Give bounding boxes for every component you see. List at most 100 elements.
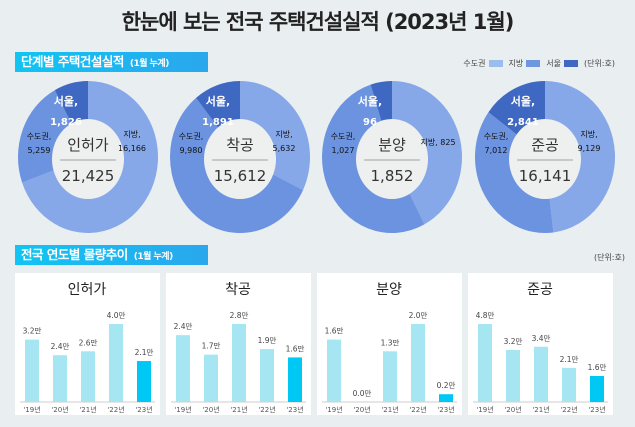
legend-item: 서울 — [546, 58, 578, 69]
slice-value-서울: 1,826 — [50, 117, 82, 128]
legend-item: 지방 — [509, 58, 541, 69]
bar — [534, 346, 548, 402]
donut-준공: 준공 16,141 서울, 2,841 수도권, 7,012 지방, 9,129 — [475, 81, 615, 233]
bar-value-label: 4.8만 — [476, 311, 495, 320]
slice-name-수도권: 수도권, — [484, 131, 509, 141]
bar-value-label: 0.0만 — [353, 389, 372, 398]
section-subtitle: (1월 누계) — [133, 252, 173, 262]
x-tick-label: '23년 — [135, 405, 152, 414]
donut-center-label: 인허가 — [67, 136, 109, 154]
bar-chart-title: 준공 — [527, 282, 553, 298]
slice-value-수도권: 5,259 — [28, 146, 51, 155]
donut-charts: 인허가 21,425 서울, 1,826 수도권, 5,259 지방, 16,166 착공 15,… — [17, 81, 615, 234]
bar-chart-svg: 인허가 3.2만 '19년 2.4만 '20년 2.6만 '21년 4.0만 '22년 2.1만 '… — [20, 282, 155, 414]
legend-label: 서울 — [546, 59, 561, 68]
section-title: 단계별 주택건설실적 — [21, 54, 124, 69]
bar-value-label: 1.6만 — [588, 363, 607, 372]
bar-chart-착공: 착공 2.4만 '19년 1.7만 '20년 2.8만 '21년 1.9만 '22년 1.6만 '2… — [166, 273, 311, 415]
slice-value-지방: 5,632 — [273, 144, 296, 153]
slice-value-지방: 16,166 — [118, 144, 146, 153]
slice-name-서울: 서울, — [358, 94, 382, 108]
bar — [478, 324, 492, 402]
bar — [204, 354, 218, 402]
bar — [81, 351, 95, 402]
bar-value-label: 2.8만 — [230, 311, 249, 320]
x-tick-label: '23년 — [588, 405, 605, 414]
donut-total: 15,612 — [214, 167, 267, 185]
x-tick-label: '19년 — [23, 405, 40, 414]
slice-name-서울: 서울, — [54, 94, 78, 108]
bar-value-label: 2.1만 — [135, 348, 154, 357]
unit-label: (단위:호) — [583, 59, 615, 68]
slice-value-서울: 96 — [363, 117, 377, 128]
slice-name-지방: 지방, — [123, 129, 140, 139]
donut-total: 16,141 — [519, 167, 572, 185]
slice-name-서울: 서울, — [511, 94, 535, 108]
bar — [260, 349, 274, 402]
bar-value-label: 2.1만 — [560, 355, 579, 364]
x-tick-label: '22년 — [258, 405, 275, 414]
bar-value-label: 1.6만 — [286, 344, 305, 353]
bar-value-label: 3.4만 — [532, 334, 551, 343]
donut-hole — [356, 119, 428, 199]
bar-value-label: 3.2만 — [504, 337, 523, 346]
x-tick-label: '21년 — [532, 405, 549, 414]
bar-value-label: 1.9만 — [258, 336, 277, 345]
x-tick-label: '21년 — [230, 405, 247, 414]
bar — [176, 335, 190, 402]
x-tick-label: '22년 — [409, 405, 426, 414]
donut-total: 21,425 — [62, 167, 115, 185]
bar — [109, 324, 123, 402]
donut-인허가: 인허가 21,425 서울, 1,826 수도권, 5,259 지방, 16,166 — [17, 81, 158, 233]
legend-swatch — [488, 60, 503, 67]
section-title: 전국 연도별 물량추이 — [21, 247, 128, 262]
bar — [53, 355, 67, 402]
donut-center-label: 착공 — [226, 136, 254, 154]
donut-hole — [204, 119, 276, 199]
legend-swatch — [526, 60, 541, 67]
bar — [590, 376, 604, 402]
donut-hole — [509, 119, 581, 199]
slice-value-수도권: 7,012 — [485, 146, 508, 155]
bar — [411, 324, 425, 402]
donut-center-label: 분양 — [378, 136, 406, 154]
bar-value-label: 2.0만 — [409, 311, 428, 320]
bar-value-label: 2.6만 — [79, 338, 98, 347]
bar-value-label: 2.4만 — [51, 342, 70, 351]
donut-hole — [52, 119, 124, 199]
x-tick-label: '22년 — [560, 405, 577, 414]
slice-name-수도권: 수도권, — [331, 131, 356, 141]
slice-value-수도권: 9,980 — [180, 146, 203, 155]
legend-swatch — [563, 60, 578, 67]
bar-value-label: 2.4만 — [174, 322, 193, 331]
bar-chart-title: 인허가 — [68, 282, 107, 298]
x-tick-label: '21년 — [381, 405, 398, 414]
slice-value-지방: 9,129 — [578, 144, 601, 153]
bar — [327, 339, 341, 402]
slice-name-수도권: 수도권, — [179, 131, 204, 141]
bar — [383, 351, 397, 402]
bar-chart-title: 착공 — [225, 282, 251, 298]
bar-chart-svg: 분양 1.6만 '19년 0.0만 '20년 1.3만 '21년 2.0만 '22년 0.2만 '2… — [322, 282, 457, 414]
page-title: 한눈에 보는 전국 주택건설실적 (2023년 1월) — [121, 10, 515, 34]
bar — [288, 357, 302, 402]
legend-label: 지방 — [508, 59, 524, 68]
slice-name-서울: 서울, — [206, 94, 230, 108]
bar-value-label: 4.0만 — [107, 311, 126, 320]
section-subtitle: (1월 누계) — [129, 59, 169, 69]
x-tick-label: '19년 — [174, 405, 191, 414]
section-header-stage: 단계별 주택건설실적 (1월 누계) — [15, 52, 208, 72]
bar-value-label: 1.3만 — [381, 338, 400, 347]
bar-chart-분양: 분양 1.6만 '19년 0.0만 '20년 1.3만 '21년 2.0만 '22년 0.2만 '2… — [317, 273, 462, 415]
bar-value-label: 0.2만 — [437, 381, 456, 390]
slice-name-지방: 지방, — [580, 129, 597, 139]
x-tick-label: '20년 — [51, 405, 68, 414]
bar-value-label: 1.6만 — [325, 327, 344, 336]
x-tick-label: '23년 — [437, 405, 454, 414]
x-tick-label: '19년 — [325, 405, 342, 414]
unit-label: (단위:호) — [593, 253, 625, 262]
x-tick-label: '20년 — [353, 405, 370, 414]
donut-분양: 분양 1,852 서울, 96 수도권, 1,027 지방, 825 — [321, 81, 462, 234]
bar-chart-인허가: 인허가 3.2만 '19년 2.4만 '20년 2.6만 '21년 4.0만 '22년 2.1만 '… — [15, 273, 160, 415]
donut-total: 1,852 — [371, 167, 414, 185]
